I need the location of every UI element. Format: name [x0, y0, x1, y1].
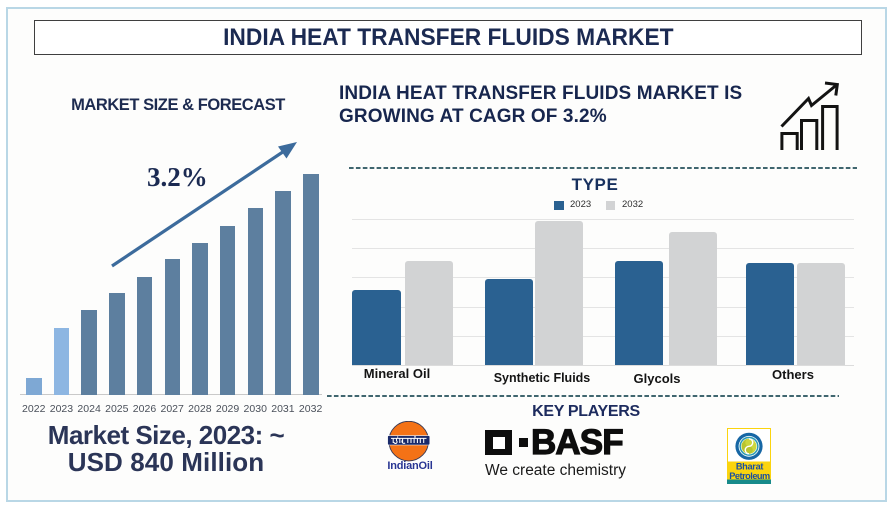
svg-text:Bharat: Bharat: [736, 461, 764, 471]
svg-text:Petroleum: Petroleum: [729, 471, 770, 481]
